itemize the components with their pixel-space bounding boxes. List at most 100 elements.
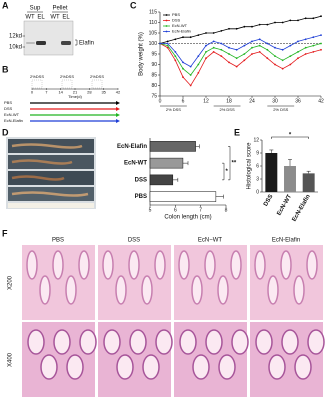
group-label: EcN-Elafin <box>4 118 23 123</box>
y-tick-label: 75 <box>151 93 157 99</box>
legend-label: PBS <box>172 12 180 17</box>
crypt <box>154 250 166 280</box>
x-tick-label: 18 <box>226 98 232 104</box>
x-tick-label: 36 <box>295 98 301 104</box>
data-point <box>174 51 177 53</box>
error-bar <box>182 161 189 166</box>
legend-marker <box>165 19 168 22</box>
crypt <box>155 329 173 355</box>
data-point <box>297 40 299 43</box>
crypt <box>268 354 286 380</box>
time-axis-label: Time(d) <box>68 94 82 99</box>
y-tick-label: 85 <box>151 72 157 78</box>
marker-label: 12kd <box>9 34 22 40</box>
error-bar <box>269 149 274 153</box>
data-point <box>235 65 238 68</box>
data-point <box>281 48 284 51</box>
error-bar <box>215 194 224 199</box>
crypt <box>26 250 38 280</box>
lane-label: EL <box>62 15 70 21</box>
significance-label: * <box>226 169 229 175</box>
x-tick-label: 42 <box>318 98 324 104</box>
crypt <box>79 329 97 355</box>
column-label: EcN-Elafin <box>272 238 300 244</box>
data-point <box>166 44 169 47</box>
data-point <box>289 55 292 57</box>
data-point <box>312 17 315 20</box>
panel-label: C <box>130 0 137 10</box>
series-line <box>159 43 322 87</box>
blot-group: Sup <box>30 6 41 12</box>
data-point <box>174 59 177 62</box>
data-point <box>304 53 307 55</box>
arrow-head <box>116 107 120 111</box>
crypt <box>218 354 236 380</box>
significance-bracket <box>228 146 231 181</box>
blot-band <box>36 41 46 45</box>
data-point <box>228 27 230 30</box>
data-point <box>220 42 223 45</box>
crypt <box>307 329 325 355</box>
data-point <box>243 59 246 62</box>
crypt <box>65 275 77 305</box>
y-tick-label: 3 <box>256 176 259 182</box>
data-point <box>182 61 184 64</box>
marker-label: 10kd <box>9 45 22 51</box>
bar <box>149 157 184 169</box>
y-axis-label: Body weight (%) <box>139 32 145 76</box>
crypt <box>103 329 121 355</box>
data-point <box>289 63 292 66</box>
y-tick-label: 95 <box>151 51 157 57</box>
data-point <box>258 23 261 26</box>
crypt <box>280 250 292 280</box>
data-point <box>304 17 307 20</box>
data-point <box>243 53 246 55</box>
data-point <box>274 46 276 49</box>
x-axis-label: Colon length (cm) <box>164 215 211 221</box>
category-label: DSS <box>135 177 147 183</box>
data-point <box>251 53 253 55</box>
crypt <box>142 354 160 380</box>
x-tick-label: EcN-Elafin <box>292 194 312 223</box>
data-point <box>212 46 215 49</box>
column-label: PBS <box>52 238 64 244</box>
data-point <box>166 42 169 45</box>
crypt <box>191 275 203 305</box>
data-point <box>304 46 307 49</box>
data-point <box>304 38 307 41</box>
time-tick-label: 14 <box>58 90 63 95</box>
significance-label: ** <box>232 161 237 167</box>
group-label: PBS <box>4 100 12 105</box>
y-tick-label: 6 <box>256 163 259 169</box>
bar <box>265 153 278 192</box>
data-point <box>320 15 322 18</box>
group-label: DSS <box>4 106 13 111</box>
crypt <box>217 275 229 305</box>
x-tick-label: 5 <box>149 207 152 213</box>
crypt <box>53 329 71 355</box>
y-tick-label: 90 <box>151 62 157 68</box>
lane-label: WT <box>25 15 35 21</box>
y-axis-label: Histological score <box>247 142 253 190</box>
treatment-label: 2%DSS <box>30 74 44 79</box>
colon <box>11 175 65 181</box>
colon-photos <box>6 137 96 209</box>
y-tick-label: 12 <box>253 137 259 143</box>
y-tick-label: 100 <box>149 41 158 47</box>
x-tick-label: DSS <box>263 194 274 208</box>
crypt <box>231 329 249 355</box>
error-bar <box>172 177 179 182</box>
data-point <box>297 51 299 53</box>
crypt <box>66 354 84 380</box>
legend-marker <box>165 14 168 16</box>
data-point <box>189 84 192 87</box>
data-point <box>228 53 230 55</box>
ruler <box>8 203 94 208</box>
column-label: EcN−WT <box>198 238 223 244</box>
data-point <box>266 42 269 45</box>
arrow-head <box>116 113 120 117</box>
data-point <box>289 19 292 22</box>
data-point <box>228 61 230 64</box>
data-point <box>189 65 192 68</box>
